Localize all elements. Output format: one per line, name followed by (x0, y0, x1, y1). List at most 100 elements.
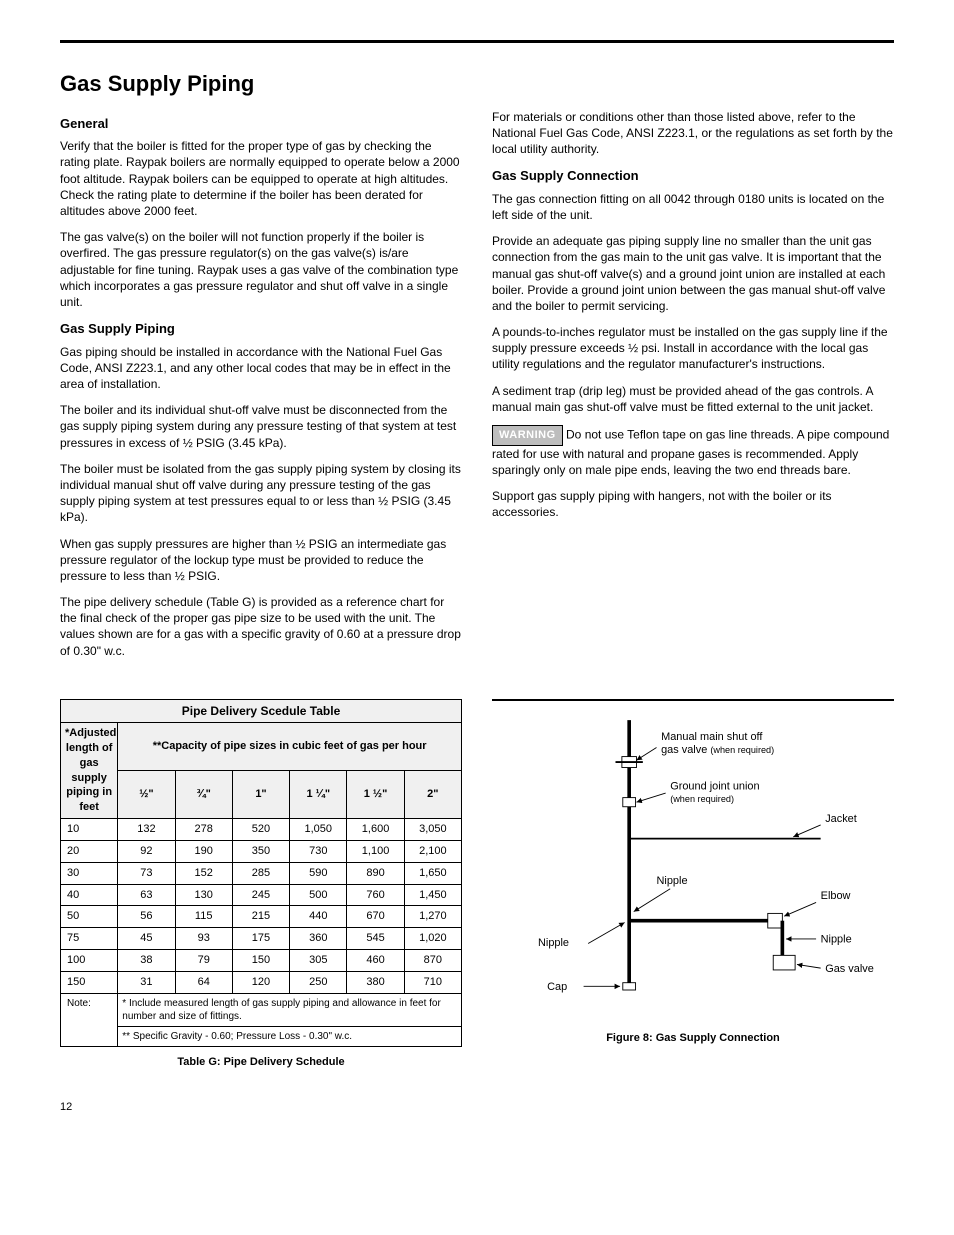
cell: 1,650 (404, 862, 461, 884)
cell: 285 (232, 862, 289, 884)
cell: 64 (175, 972, 232, 994)
note-label: Note: (61, 993, 118, 1046)
cell: 1,050 (290, 819, 347, 841)
cell: 440 (290, 906, 347, 928)
cell: 132 (118, 819, 175, 841)
top-rule (60, 40, 894, 43)
label-shutoff: Manual main shut off (661, 731, 763, 743)
label-shutoff2: gas valve (when required) (661, 744, 774, 756)
col-head: 1 ½" (347, 771, 404, 819)
cell: 120 (232, 972, 289, 994)
cell: 63 (118, 884, 175, 906)
para: The boiler must be isolated from the gas… (60, 461, 462, 526)
cell: 710 (404, 972, 461, 994)
label-elbow: Elbow (821, 890, 851, 902)
label-nipple-left: Nipple (538, 937, 569, 949)
note-1: * Include measured length of gas supply … (118, 993, 462, 1026)
cell: 278 (175, 819, 232, 841)
cell: 152 (175, 862, 232, 884)
row-length: 20 (61, 840, 118, 862)
cell: 93 (175, 928, 232, 950)
cell: 1,020 (404, 928, 461, 950)
table-row: 20921903507301,1002,100 (61, 840, 462, 862)
col-head: 1 ¼" (290, 771, 347, 819)
table-region: Pipe Delivery Scedule Table *Adjusted le… (60, 699, 462, 1070)
cell: 670 (347, 906, 404, 928)
table-caphead: **Capacity of pipe sizes in cubic feet o… (118, 723, 462, 771)
cell: 38 (118, 950, 175, 972)
col-head: ¾" (175, 771, 232, 819)
cell: 1,450 (404, 884, 461, 906)
cell: 360 (290, 928, 347, 950)
para: For materials or conditions other than t… (492, 109, 894, 158)
para: Provide an adequate gas piping supply li… (492, 233, 894, 314)
col-head: 2" (404, 771, 461, 819)
table-row: 1503164120250380710 (61, 972, 462, 994)
table-row: 1003879150305460870 (61, 950, 462, 972)
label-nipple-right: Nipple (821, 933, 852, 945)
row-length: 150 (61, 972, 118, 994)
table-row: 40631302455007601,450 (61, 884, 462, 906)
para: When gas supply pressures are higher tha… (60, 536, 462, 585)
cell: 890 (347, 862, 404, 884)
pipe-delivery-table: Pipe Delivery Scedule Table *Adjusted le… (60, 699, 462, 1047)
label-nipple-top: Nipple (657, 875, 688, 887)
label-gasvalve: Gas valve (825, 963, 874, 975)
cell: 730 (290, 840, 347, 862)
table-rowhead: *Adjusted length of gas supply piping in… (61, 723, 118, 819)
para: The gas valve(s) on the boiler will not … (60, 229, 462, 310)
cell: 79 (175, 950, 232, 972)
cell: 590 (290, 862, 347, 884)
heading-general: General (60, 115, 462, 133)
cell: 520 (232, 819, 289, 841)
table-row: 7545931753605451,020 (61, 928, 462, 950)
cell: 250 (290, 972, 347, 994)
cell: 175 (232, 928, 289, 950)
para: Verify that the boiler is fitted for the… (60, 138, 462, 219)
cell: 350 (232, 840, 289, 862)
cell: 73 (118, 862, 175, 884)
table-caption: Table G: Pipe Delivery Schedule (60, 1055, 462, 1070)
diagram-caption: Figure 8: Gas Supply Connection (492, 1031, 894, 1046)
label-ground: Ground joint union (670, 780, 759, 792)
row-length: 75 (61, 928, 118, 950)
page-title: Gas Supply Piping (60, 69, 894, 99)
cell: 56 (118, 906, 175, 928)
cell: 870 (404, 950, 461, 972)
para: A pounds-to-inches regulator must be ins… (492, 324, 894, 373)
cell: 150 (232, 950, 289, 972)
cell: 2,100 (404, 840, 461, 862)
page-number: 12 (60, 1100, 72, 1115)
cell: 500 (290, 884, 347, 906)
cell: 460 (347, 950, 404, 972)
cell: 130 (175, 884, 232, 906)
table-title: Pipe Delivery Scedule Table (61, 699, 462, 722)
cell: 1,600 (347, 819, 404, 841)
left-column: General Verify that the boiler is fitted… (60, 109, 462, 669)
cell: 1,270 (404, 906, 461, 928)
row-length: 10 (61, 819, 118, 841)
heading-gas-supply-piping: Gas Supply Piping (60, 320, 462, 338)
col-head: ½" (118, 771, 175, 819)
cell: 245 (232, 884, 289, 906)
table-row: 30731522855908901,650 (61, 862, 462, 884)
cell: 190 (175, 840, 232, 862)
cell: 115 (175, 906, 232, 928)
col-head: 1" (232, 771, 289, 819)
cell: 3,050 (404, 819, 461, 841)
right-column: For materials or conditions other than t… (492, 109, 894, 669)
cell: 305 (290, 950, 347, 972)
table-row: 50561152154406701,270 (61, 906, 462, 928)
cell: 45 (118, 928, 175, 950)
label-ground-when: (when required) (670, 794, 734, 804)
para: Support gas supply piping with hangers, … (492, 488, 894, 520)
cell: 380 (347, 972, 404, 994)
table-col-row: ½" ¾" 1" 1 ¼" 1 ½" 2" (61, 771, 462, 819)
para: The pipe delivery schedule (Table G) is … (60, 594, 462, 659)
gas-connection-diagram: Manual main shut off gas valve (when req… (492, 711, 894, 1021)
label-cap: Cap (547, 981, 567, 993)
cell: 31 (118, 972, 175, 994)
para: The gas connection fitting on all 0042 t… (492, 191, 894, 223)
row-length: 100 (61, 950, 118, 972)
heading-gas-supply-connection: Gas Supply Connection (492, 167, 894, 185)
